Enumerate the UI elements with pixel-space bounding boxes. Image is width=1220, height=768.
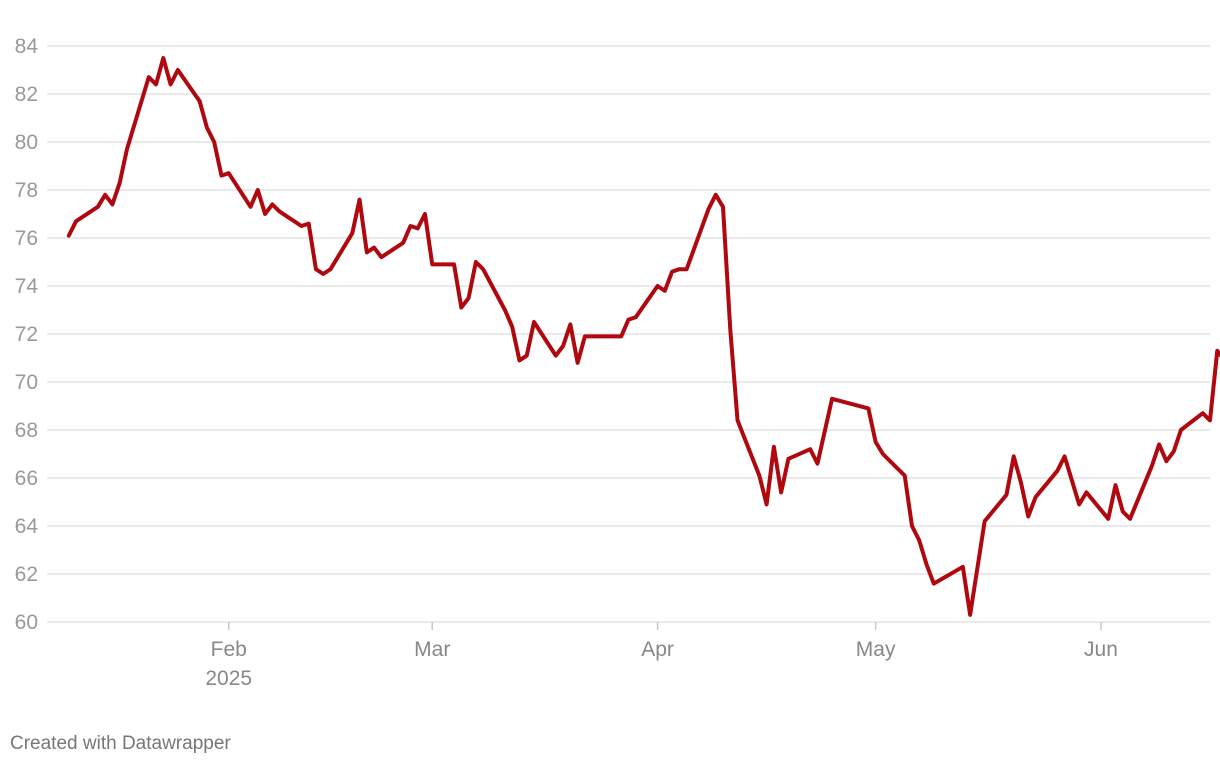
y-tick-label: 72	[15, 323, 38, 346]
y-tick-label: 64	[15, 515, 39, 538]
y-tick-label: 62	[15, 563, 38, 586]
x-tick-label: Mar	[414, 638, 450, 661]
x-tick-label: Jun	[1084, 638, 1118, 661]
series-lines	[66, 56, 1220, 617]
y-tick-label: 82	[15, 83, 38, 106]
x-tick-label: Feb	[211, 638, 247, 661]
line-chart: 60 62 64 66 68 70 72 74 76 78 80 82 84 Feb 2025 Mar Apr…	[15, 35, 1220, 690]
y-tick-label: 84	[15, 35, 39, 58]
y-tick-label: 76	[15, 227, 38, 250]
y-tick-label: 60	[15, 611, 38, 634]
y-tick-label: 74	[15, 275, 39, 298]
footer-credit: Created with Datawrapper	[10, 733, 231, 754]
y-tick-label: 80	[15, 131, 38, 154]
y-tick-label: 70	[15, 371, 38, 394]
y-axis-tick-labels: 60 62 64 66 68 70 72 74 76 78 80 82 84	[15, 35, 39, 634]
y-tick-label: 68	[15, 419, 38, 442]
x-tick-label: May	[856, 638, 896, 661]
x-tick-year-label: 2025	[205, 667, 252, 690]
x-axis-ticks: Feb 2025 Mar Apr May Jun	[205, 622, 1118, 690]
x-tick-label: Apr	[641, 638, 674, 661]
y-tick-label: 78	[15, 179, 38, 202]
series-line-0	[66, 56, 1220, 617]
y-tick-label: 66	[15, 467, 38, 490]
grid-lines	[47, 45, 1210, 623]
